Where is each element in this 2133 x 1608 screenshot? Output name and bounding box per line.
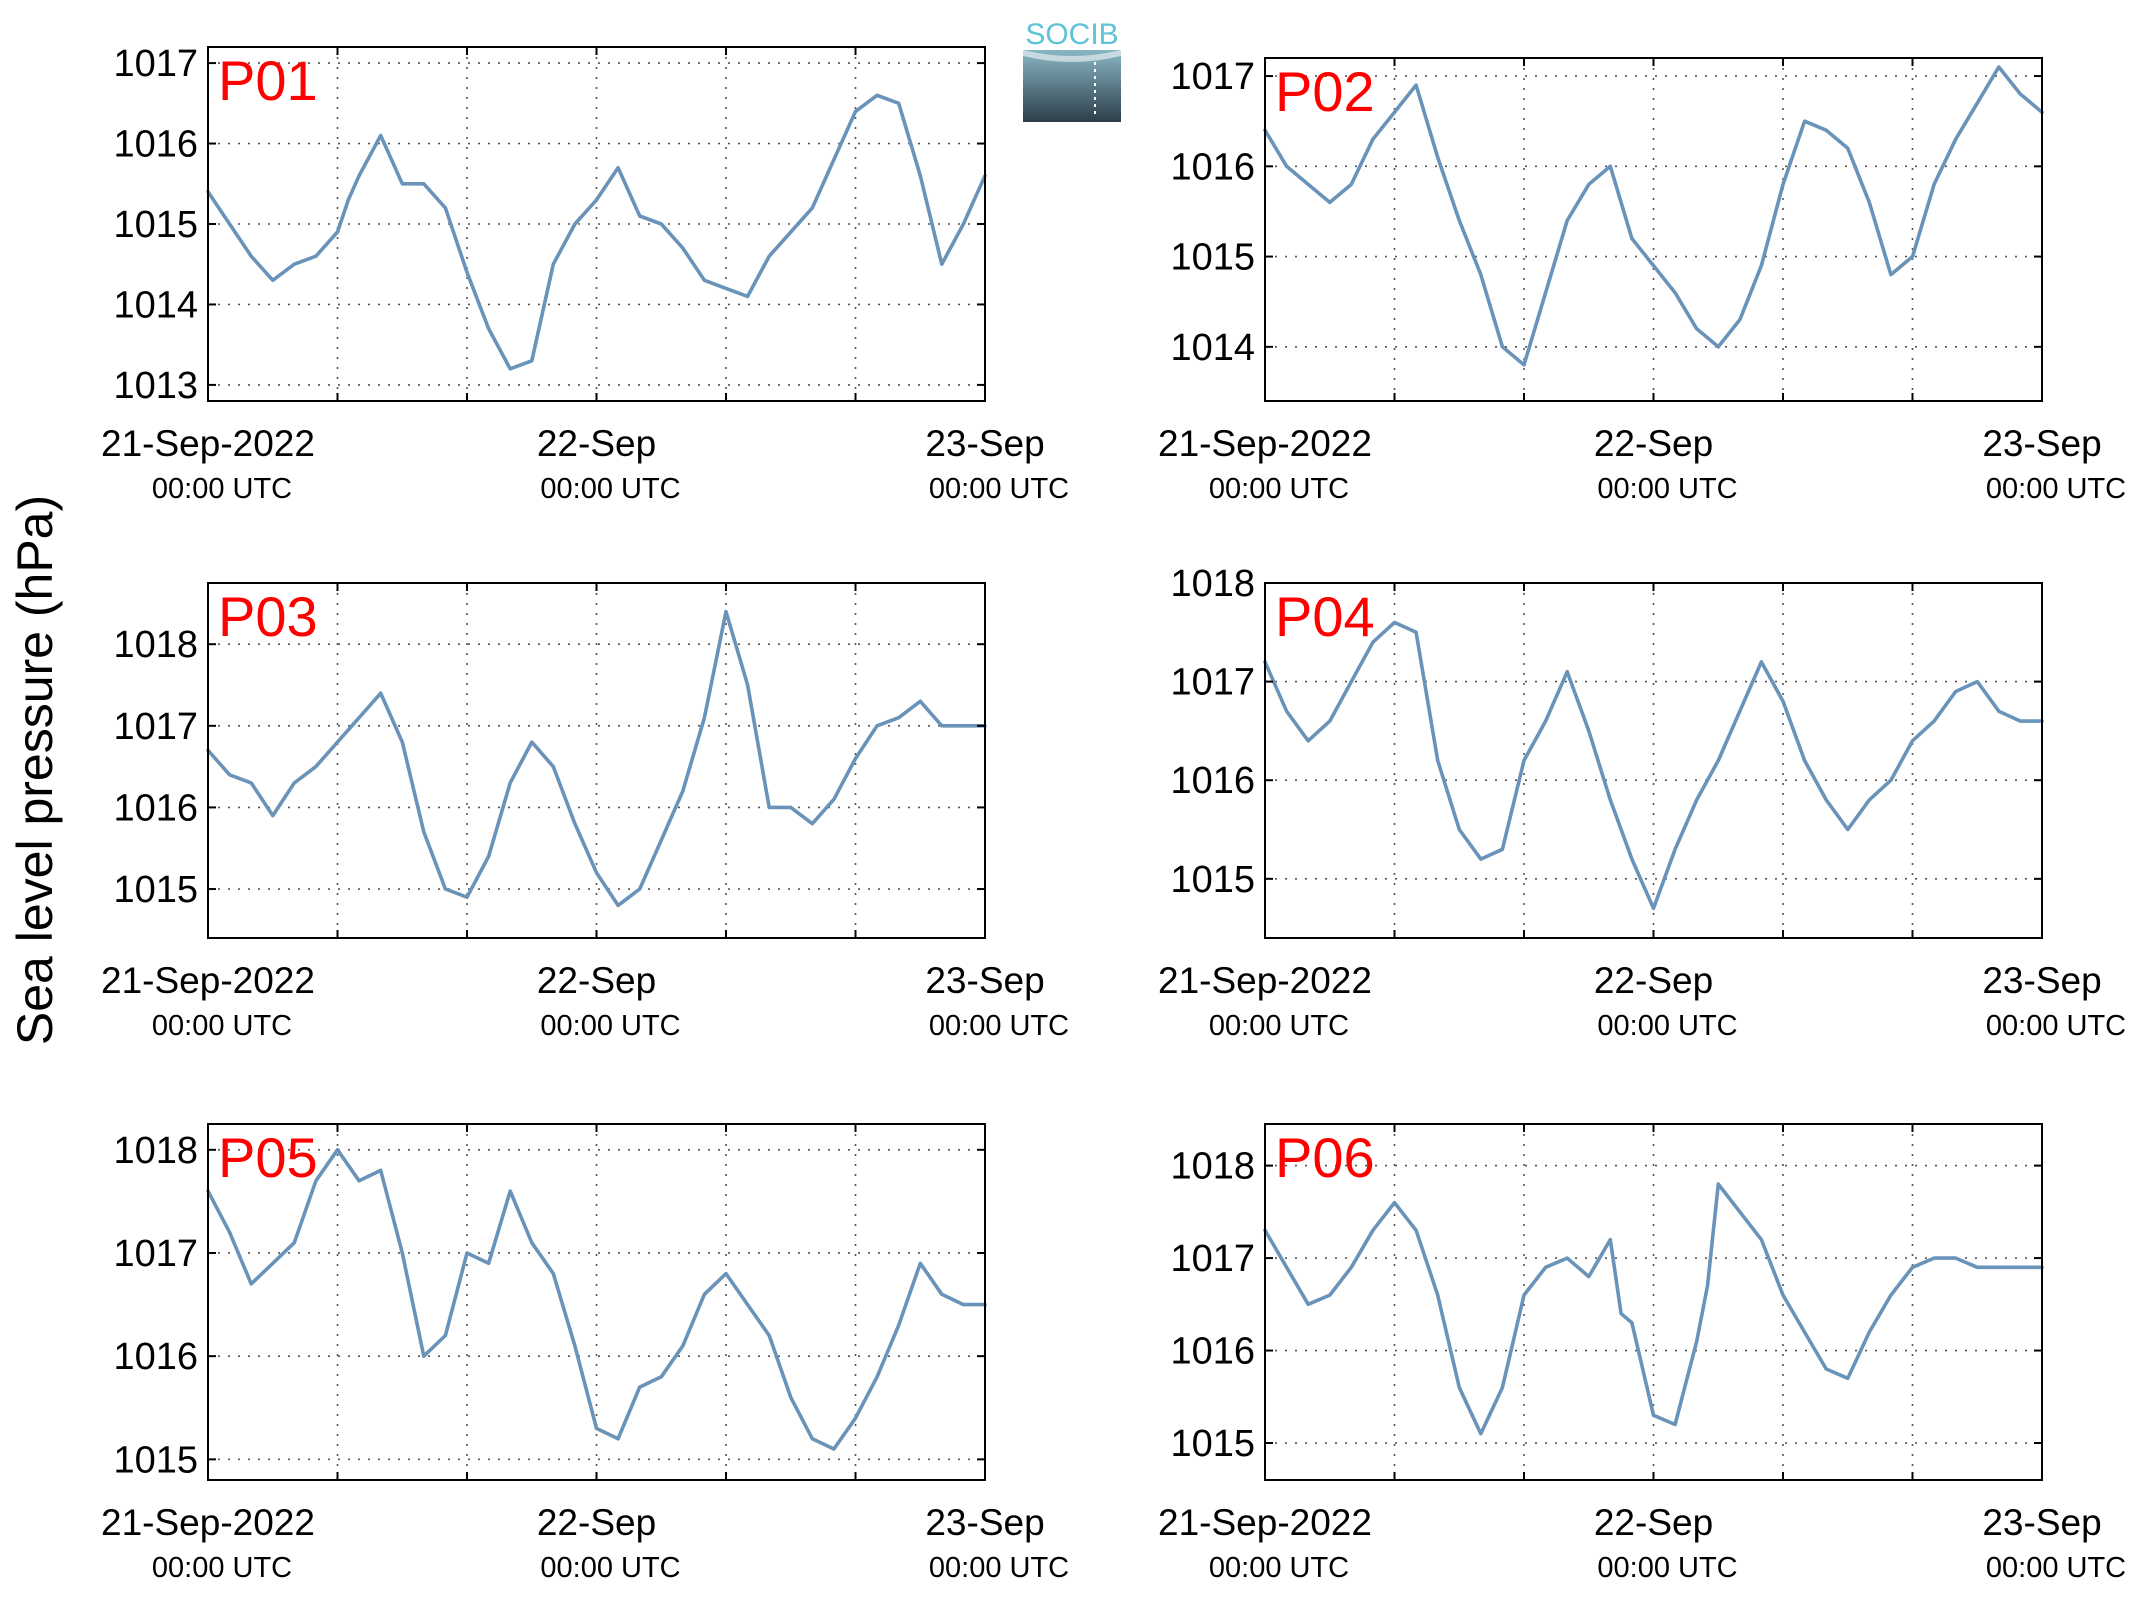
y-tick-label: 1015 — [1170, 859, 1255, 901]
panel-label-p03: P03 — [218, 585, 318, 648]
y-tick-label: 1016 — [1170, 1331, 1255, 1373]
x-tick-label-time: 00:00 UTC — [929, 1552, 1069, 1584]
x-tick-label-time: 00:00 UTC — [929, 473, 1069, 505]
y-tick-label: 1016 — [113, 787, 198, 829]
x-tick-label-time: 00:00 UTC — [1986, 1010, 2126, 1042]
y-axis-label: Sea level pressure (hPa) — [7, 495, 63, 1045]
y-tick-label: 1018 — [113, 624, 198, 666]
x-tick-label-time: 00:00 UTC — [1209, 1552, 1349, 1584]
y-tick-label: 1015 — [113, 1439, 198, 1481]
y-tick-label: 1017 — [113, 1233, 198, 1275]
x-tick-label-time: 00:00 UTC — [1209, 1010, 1349, 1042]
x-tick-label-date: 23-Sep — [1982, 1502, 2101, 1543]
y-tick-label: 1015 — [1170, 1423, 1255, 1465]
x-tick-label-date: 21-Sep-2022 — [1158, 960, 1372, 1001]
series-line-p05 — [206, 1148, 987, 1451]
logo-wave — [1023, 50, 1121, 62]
series-line-p06 — [1263, 1182, 2044, 1436]
x-tick-label-date: 22-Sep — [1594, 960, 1713, 1001]
x-tick-label-date: 23-Sep — [925, 423, 1044, 464]
x-tick-label-time: 00:00 UTC — [540, 1010, 680, 1042]
chart-panel-p06: 1015 1016 1017 1018 21-Sep-2022 00:00 UTC 22-S… — [1158, 1123, 2126, 1584]
y-tick-label: 1013 — [113, 365, 198, 407]
y-tick-label: 1018 — [1170, 563, 1255, 605]
series-line-p02 — [1263, 65, 2044, 367]
y-tick-label: 1017 — [1170, 1238, 1255, 1280]
x-tick-label-time: 00:00 UTC — [540, 1552, 680, 1584]
x-tick-label-date: 22-Sep — [537, 960, 656, 1001]
y-tick-label: 1015 — [113, 869, 198, 911]
y-tick-label: 1015 — [1170, 237, 1255, 279]
panel-label-p05: P05 — [218, 1126, 318, 1189]
y-tick-label: 1014 — [1170, 327, 1255, 369]
chart-panel-p01: 1013 1014 1015 1016 1017 21-Sep-2022 00:00 UTC… — [101, 43, 1069, 505]
chart-panel-p04: 1015 1016 1017 1018 21-Sep-2022 00:00 UTC 22-S… — [1158, 563, 2126, 1042]
x-tick-label-date: 21-Sep-2022 — [101, 1502, 315, 1543]
y-tick-label: 1017 — [1170, 662, 1255, 704]
series-line-p03 — [206, 609, 987, 908]
x-tick-label-time: 00:00 UTC — [1986, 473, 2126, 505]
y-tick-label: 1017 — [113, 43, 198, 85]
y-tick-label: 1018 — [1170, 1146, 1255, 1188]
panel-label-p04: P04 — [1275, 585, 1375, 648]
y-tick-label: 1016 — [1170, 760, 1255, 802]
panels-group: 1013 1014 1015 1016 1017 21-Sep-2022 00:00 UTC… — [101, 43, 2126, 1584]
y-tick-label: 1018 — [113, 1130, 198, 1172]
logo-text: SOCIB — [1025, 18, 1118, 51]
y-tick-label: 1017 — [1170, 56, 1255, 98]
x-tick-label-time: 00:00 UTC — [1597, 1552, 1737, 1584]
x-tick-label-time: 00:00 UTC — [929, 1010, 1069, 1042]
x-tick-label-date: 23-Sep — [1982, 960, 2101, 1001]
x-tick-label-time: 00:00 UTC — [152, 473, 292, 505]
x-tick-label-date: 21-Sep-2022 — [101, 423, 315, 464]
socib-logo: SOCIB — [1023, 18, 1121, 122]
x-tick-label-date: 21-Sep-2022 — [1158, 1502, 1372, 1543]
x-tick-label-date: 23-Sep — [925, 1502, 1044, 1543]
x-tick-label-time: 00:00 UTC — [1597, 1010, 1737, 1042]
x-tick-label-time: 00:00 UTC — [540, 473, 680, 505]
x-tick-label-date: 22-Sep — [537, 1502, 656, 1543]
y-tick-label: 1015 — [113, 204, 198, 246]
x-tick-label-date: 22-Sep — [537, 423, 656, 464]
x-tick-label-time: 00:00 UTC — [1597, 473, 1737, 505]
chart-panel-p05: 1015 1016 1017 1018 21-Sep-2022 00:00 UTC 22-S… — [101, 1123, 1069, 1584]
y-tick-label: 1017 — [113, 706, 198, 748]
panel-label-p02: P02 — [1275, 60, 1375, 123]
chart-panel-p02: 1014 1015 1016 1017 21-Sep-2022 00:00 UTC 22-S… — [1158, 56, 2126, 505]
chart-panel-p03: 1015 1016 1017 1018 21-Sep-2022 00:00 UTC 22-S… — [101, 582, 1069, 1042]
x-tick-label-date: 22-Sep — [1594, 1502, 1713, 1543]
x-tick-label-date: 21-Sep-2022 — [101, 960, 315, 1001]
y-tick-label: 1016 — [113, 124, 198, 166]
x-tick-label-time: 00:00 UTC — [1209, 473, 1349, 505]
x-tick-label-time: 00:00 UTC — [1986, 1552, 2126, 1584]
y-tick-label: 1016 — [113, 1336, 198, 1378]
y-tick-label: 1016 — [1170, 146, 1255, 188]
x-tick-label-date: 22-Sep — [1594, 423, 1713, 464]
x-tick-label-date: 23-Sep — [925, 960, 1044, 1001]
x-tick-label-time: 00:00 UTC — [152, 1010, 292, 1042]
x-tick-label-date: 23-Sep — [1982, 423, 2101, 464]
series-line-p01 — [206, 93, 987, 371]
series-line-p04 — [1263, 620, 2044, 911]
x-tick-label-date: 21-Sep-2022 — [1158, 423, 1372, 464]
panel-label-p06: P06 — [1275, 1126, 1375, 1189]
y-tick-label: 1014 — [113, 284, 198, 326]
panel-label-p01: P01 — [218, 49, 318, 112]
x-tick-label-time: 00:00 UTC — [152, 1552, 292, 1584]
